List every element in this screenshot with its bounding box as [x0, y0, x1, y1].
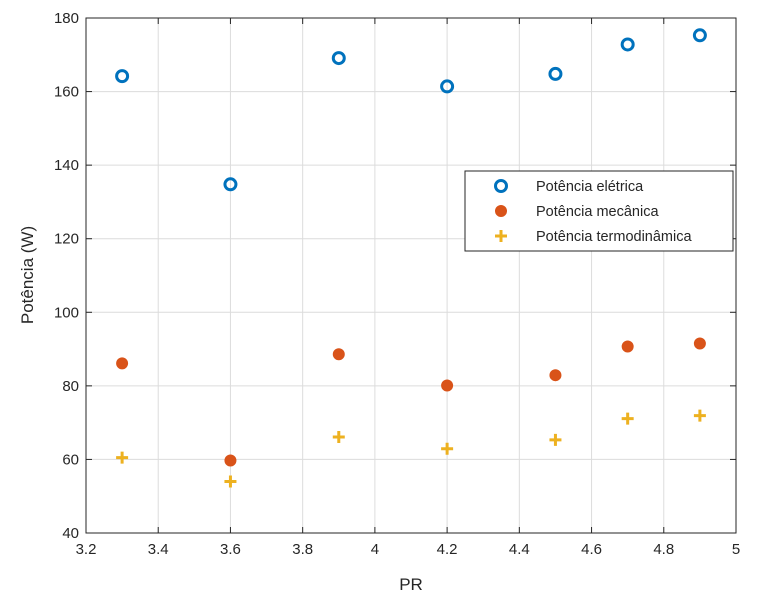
x-tick-label: 3.6 [220, 541, 241, 558]
plot-area [86, 18, 736, 533]
axis-ticks: 3.2 3.4 3.6 3.8 4 4.2 4.4 4.6 4.8 5 40 60 80 100 120 14… [54, 10, 740, 558]
potencia-termodinamica-point [332, 430, 345, 443]
y-tick-label: 100 [54, 304, 79, 321]
potencia-termodinamica-point [224, 475, 237, 488]
legend-label-potencia-mecanica: Potência mecânica [536, 204, 659, 220]
legend-label-potencia-termodinamica: Potência termodinâmica [536, 229, 692, 245]
potencia-mecanica-point [441, 379, 454, 392]
x-tick-label: 4 [371, 541, 379, 558]
potencia-mecanica-point [224, 454, 237, 467]
legend: Potência elétrica Potência mecânica Potênc… [464, 170, 734, 252]
potencia-termodinamica-point [116, 451, 129, 464]
legend-marker-potencia-termodinamica [495, 230, 507, 242]
x-tick-label: 4.8 [653, 541, 674, 558]
y-tick-label: 180 [54, 10, 79, 27]
legend-box [464, 170, 734, 252]
legend-label-potencia-eletrica: Potência elétrica [536, 179, 644, 195]
potencia-termodinamica-point [441, 442, 454, 455]
potencia-eletrica-point [548, 66, 563, 81]
potencia-mecanica-point [332, 348, 345, 361]
potencia-eletrica-point [223, 177, 238, 192]
x-axis-title: PR [399, 575, 423, 594]
y-axis-title: Potência (W) [18, 226, 37, 324]
potencia-mecanica-point [693, 337, 706, 350]
grid-lines [86, 18, 736, 533]
potencia-termodinamica-point [693, 409, 706, 422]
potencia-eletrica-point [440, 79, 455, 94]
y-tick-label: 140 [54, 157, 79, 174]
series-potencia-eletrica [115, 28, 707, 192]
potencia-termodinamica-point [549, 433, 562, 446]
y-tick-label: 60 [62, 451, 79, 468]
x-tick-label: 3.2 [76, 541, 97, 558]
x-tick-label: 4.6 [581, 541, 602, 558]
x-tick-label: 5 [732, 541, 740, 558]
potencia-eletrica-point [115, 69, 130, 84]
y-tick-label: 120 [54, 231, 79, 248]
series-potencia-mecanica [116, 337, 706, 467]
potencia-eletrica-point [692, 28, 707, 43]
x-tick-label: 4.2 [437, 541, 458, 558]
legend-marker-potencia-mecanica [495, 205, 507, 217]
x-tick-label: 3.4 [148, 541, 169, 558]
y-tick-label: 160 [54, 84, 79, 101]
y-tick-label: 40 [62, 525, 79, 542]
potencia-mecanica-point [116, 357, 129, 370]
potencia-mecanica-point [621, 340, 634, 353]
x-tick-label: 3.8 [292, 541, 313, 558]
potencia-eletrica-point [620, 37, 635, 52]
plot-frame [85, 17, 737, 534]
legend-marker-potencia-eletrica [494, 179, 508, 193]
potencia-eletrica-point [331, 51, 346, 66]
series-potencia-termodinamica [116, 409, 706, 488]
y-tick-label: 80 [62, 378, 79, 395]
data-marks [115, 28, 707, 488]
potencia-mecanica-point [549, 369, 562, 382]
x-tick-label: 4.4 [509, 541, 530, 558]
potencia-termodinamica-point [621, 412, 634, 425]
